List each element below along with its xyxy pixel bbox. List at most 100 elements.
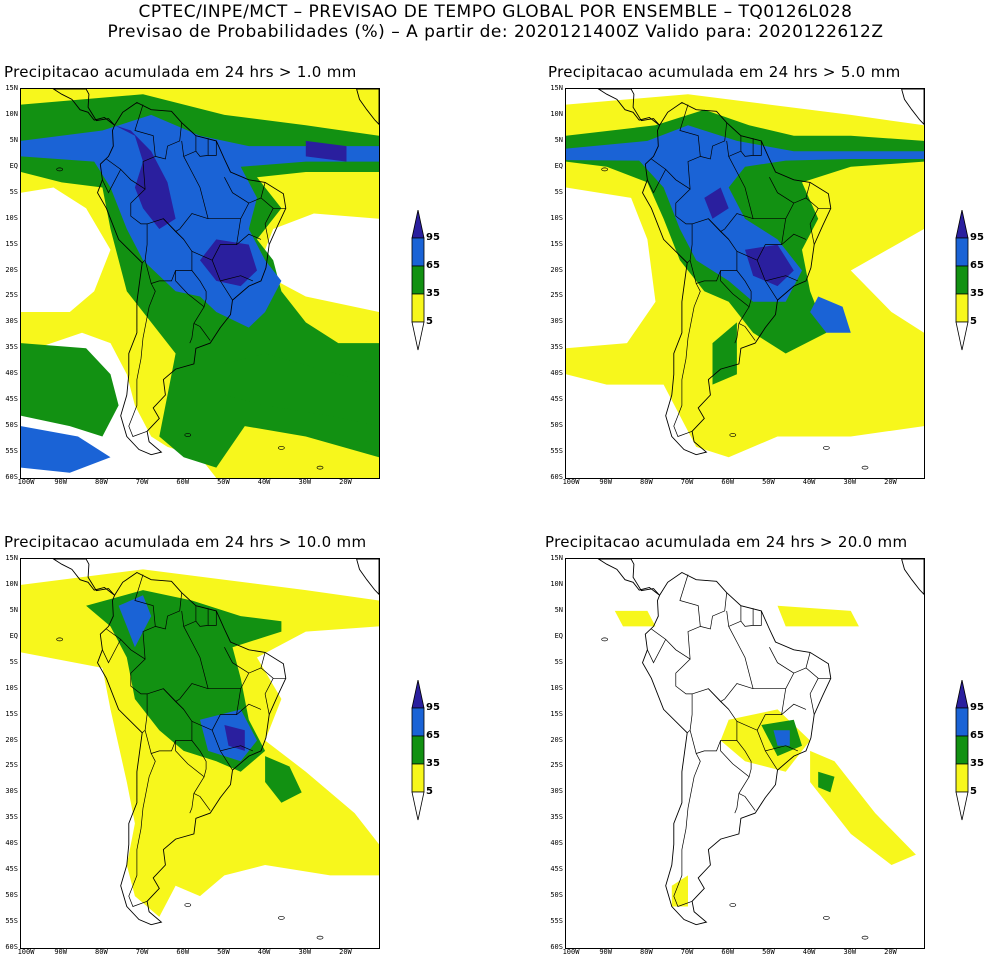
island [316,935,324,940]
country-border [805,182,831,209]
lat-tick-label: 5N [9,605,18,614]
lat-tick-label: 5N [9,135,18,144]
island [823,446,830,450]
country-border [264,208,274,245]
lat-tick-label: 35S [5,813,18,822]
country-border [193,323,211,341]
island [861,935,869,940]
lat-tick-label: 5S [9,657,18,666]
country-border [726,605,742,627]
lat-tick-label: 30S [550,317,563,326]
colorbar-segment [411,735,425,765]
lon-tick-label: 20W [884,478,897,486]
lat-tick-label: 35S [550,343,563,352]
country-border [675,658,693,734]
country-border [175,270,207,308]
colorbar-segment [955,321,969,351]
colorbar-level-label: 65 [426,730,440,741]
lon-tick-label: 30W [298,478,312,486]
country-border [102,639,122,664]
island [184,433,192,437]
shaded-area-c35 [818,771,835,793]
country-border [756,233,807,261]
country-border [647,169,667,194]
colorbar-level-label: 5 [970,786,977,797]
lat-tick-label: 20S [550,735,563,744]
shaded-area-c95 [114,125,176,229]
shaded-area-c35 [21,343,119,437]
coastline [97,101,287,456]
country-border [740,138,754,157]
country-border [106,574,156,660]
island [278,446,285,450]
colorbar-segment [955,210,969,239]
island [601,637,608,642]
lat-tick-label: 45S [550,395,563,404]
lon-tick-label: 20W [339,948,352,956]
country-border [191,250,233,301]
lat-tick-label: 40S [5,839,18,848]
shaded-area-c95 [200,239,257,287]
lat-tick-label: EQ [9,631,18,640]
colorbar [955,680,969,821]
colorbar-segment [411,791,425,821]
colorbar-level-label: 35 [426,288,440,299]
lon-tick-label: 50W [762,478,775,486]
coastline [356,89,379,125]
island [823,916,830,920]
lat-tick-label: 30S [5,787,18,796]
lon-tick-label: 60W [721,478,735,486]
country-border [726,135,742,157]
lon-tick-label: 20W [884,948,897,956]
lat-tick-label: 5N [554,605,563,614]
coastline [597,559,660,596]
shaded-area-c35 [224,353,379,427]
lat-tick-label: 55S [550,447,563,456]
country-border [720,740,752,778]
lon-tick-label: 90W [599,948,612,956]
lon-tick-label: 80W [640,478,653,486]
country-border [740,608,754,627]
colorbar-level-label: 5 [426,786,433,797]
country-border [260,182,286,209]
country-border [236,667,262,715]
coastline [642,101,832,456]
lat-tick-label: 50S [5,891,18,900]
country-border [700,122,728,160]
colorbar-level-label: 95 [970,232,984,243]
colorbar-level-label: 95 [970,702,984,713]
country-border [183,156,209,219]
lat-tick-label: 60S [5,473,18,481]
lon-tick-label: 100W [562,948,580,956]
colorbar-level-label: 35 [970,758,984,769]
country-border [128,753,156,907]
lat-tick-label: 55S [550,917,563,926]
lat-tick-label: 10N [550,109,563,118]
country-border [264,678,274,715]
country-border [708,688,729,710]
panel-4-title: Precipitacao acumulada em 24 hrs > 20.0 … [545,533,908,551]
coastline [642,571,832,926]
lat-tick-label: 15N [5,554,18,562]
shaded-area-c65 [21,426,111,473]
shaded-area-c5 [614,610,656,627]
island [729,903,737,907]
lat-tick-label: 20S [550,265,563,274]
country-border [106,104,156,190]
lat-tick-label: 10S [550,683,563,692]
lat-tick-label: 40S [550,839,563,848]
lon-tick-label: 70W [135,948,149,956]
lat-tick-label: 35S [550,813,563,822]
lat-tick-label: 45S [550,865,563,874]
country-border [736,720,778,771]
lon-tick-label: 50W [217,948,230,956]
colorbar [411,680,425,821]
island [56,637,63,642]
country-border [647,639,667,664]
lat-tick-label: 15N [5,84,18,92]
lat-tick-label: 5S [9,187,18,196]
country-border [738,323,756,341]
country-border [720,213,786,232]
lon-tick-label: 90W [599,478,612,486]
coastline [52,89,115,126]
